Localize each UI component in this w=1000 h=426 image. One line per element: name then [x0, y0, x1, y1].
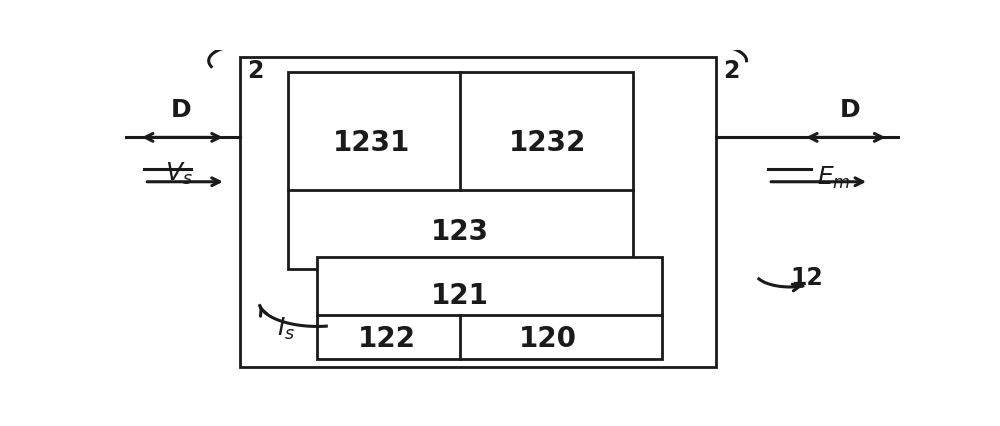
Text: 2: 2 [247, 59, 263, 83]
Text: 2: 2 [723, 59, 739, 83]
Bar [317, 258, 662, 360]
Text: 122: 122 [358, 324, 416, 352]
Text: 1231: 1231 [333, 129, 410, 157]
Text: $I_s$: $I_s$ [277, 315, 295, 341]
Text: $V_s$: $V_s$ [165, 161, 192, 187]
Text: 120: 120 [518, 324, 576, 352]
Text: D: D [170, 98, 191, 122]
Text: 1232: 1232 [509, 129, 586, 157]
Bar [288, 72, 633, 269]
Bar [240, 58, 716, 367]
Text: 123: 123 [431, 218, 489, 245]
Text: D: D [839, 98, 860, 122]
Text: 121: 121 [431, 282, 489, 309]
Text: 12: 12 [791, 265, 823, 289]
Text: $E_m$: $E_m$ [817, 164, 851, 190]
